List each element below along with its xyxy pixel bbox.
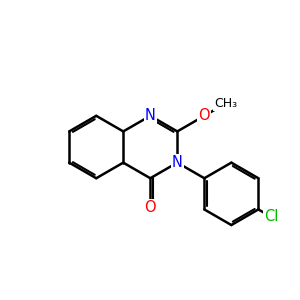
Text: N: N bbox=[172, 155, 183, 170]
Text: Cl: Cl bbox=[264, 209, 278, 224]
Text: CH₃: CH₃ bbox=[214, 97, 237, 110]
Text: O: O bbox=[145, 200, 156, 215]
Text: N: N bbox=[145, 108, 156, 123]
Text: O: O bbox=[199, 108, 210, 123]
